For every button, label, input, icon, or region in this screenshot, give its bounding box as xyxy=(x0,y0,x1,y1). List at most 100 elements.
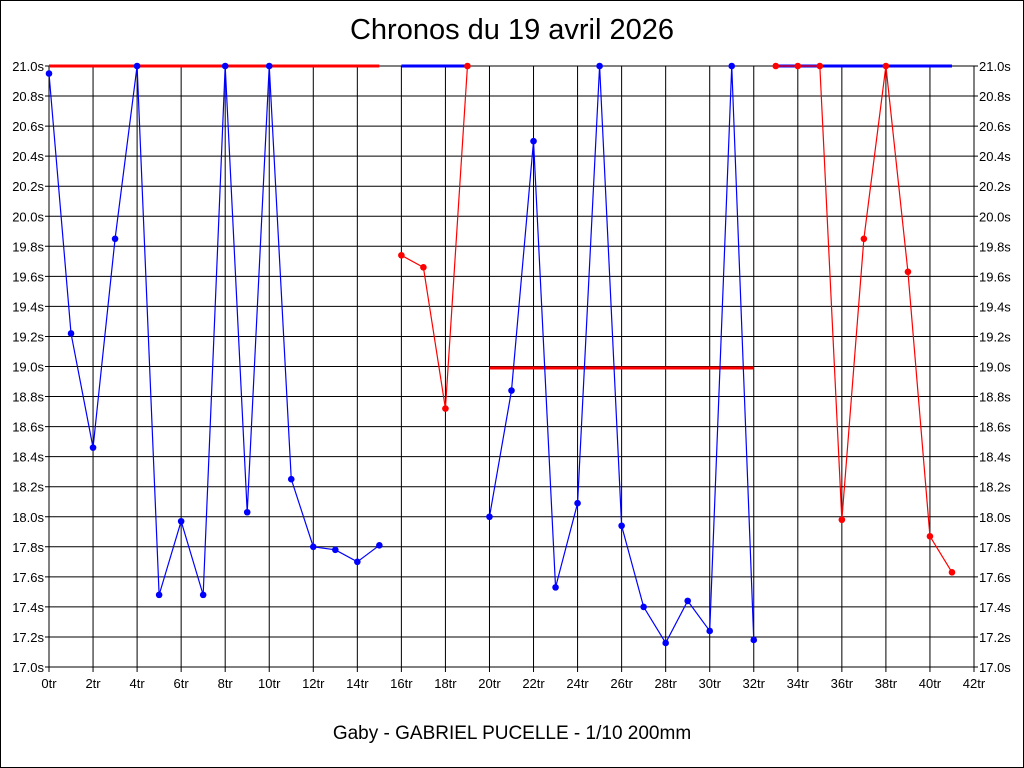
series-1 xyxy=(398,62,471,412)
data-point xyxy=(618,522,625,530)
reference-lines xyxy=(49,64,952,370)
x-tick-label: 40tr xyxy=(919,676,942,691)
series-group xyxy=(45,62,956,647)
data-point xyxy=(133,62,141,70)
data-point xyxy=(728,62,736,70)
chart-title: Chronos du 19 avril 2026 xyxy=(349,14,675,46)
x-tick-label: 0tr xyxy=(41,676,57,691)
y-tick-label: 20.2s xyxy=(12,179,44,194)
y-tick-label: 18.6s xyxy=(12,420,44,435)
y-tick-label: 19.6s xyxy=(12,269,44,284)
data-point xyxy=(816,62,824,70)
y-tick-label-right: 18.8s xyxy=(979,390,1011,405)
y-tick-label-right: 20.0s xyxy=(979,209,1011,224)
y-tick-label-right: 19.8s xyxy=(979,239,1011,254)
y-tick-label-right: 17.8s xyxy=(979,540,1011,555)
data-point xyxy=(508,387,515,394)
series-line xyxy=(48,65,380,596)
data-point xyxy=(486,513,493,521)
data-point xyxy=(398,252,405,259)
x-tick-label: 6tr xyxy=(174,676,190,691)
y-tick-label: 19.0s xyxy=(12,360,44,375)
y-tick-label: 20.0s xyxy=(12,209,44,224)
x-tick-label: 30tr xyxy=(699,676,722,691)
data-point xyxy=(838,516,846,524)
series-3 xyxy=(772,62,956,576)
data-point xyxy=(530,137,537,145)
data-point xyxy=(111,235,119,243)
series-line xyxy=(401,65,469,409)
y-tick-label-right: 17.4s xyxy=(979,600,1011,615)
y-tick-label: 20.6s xyxy=(12,119,44,134)
x-tick-label: 16tr xyxy=(390,676,413,691)
x-tick-label: 4tr xyxy=(130,676,146,691)
y-tick-label-right: 18.2s xyxy=(979,480,1011,495)
data-point xyxy=(926,532,934,540)
series-2 xyxy=(486,62,758,647)
data-point xyxy=(662,639,669,647)
x-tick-label: 2tr xyxy=(85,676,101,691)
y-tick-label-right: 19.0s xyxy=(979,360,1011,375)
x-tick-label: 38tr xyxy=(875,676,898,691)
data-point xyxy=(552,584,559,591)
x-tick-label: 42tr xyxy=(963,676,986,691)
data-point xyxy=(89,444,97,451)
y-tick-label-right: 20.8s xyxy=(979,89,1011,104)
data-point xyxy=(684,597,691,605)
x-tick-label: 20tr xyxy=(478,676,501,691)
y-tick-label: 18.0s xyxy=(12,510,44,525)
data-point xyxy=(309,543,317,551)
y-tick-label-right: 17.6s xyxy=(979,570,1011,585)
x-tick-label: 18tr xyxy=(434,676,457,691)
x-tick-label: 26tr xyxy=(610,676,633,691)
data-point xyxy=(265,62,273,70)
y-tick-label-right: 17.0s xyxy=(979,660,1011,675)
data-point xyxy=(464,62,471,70)
x-tick-label: 32tr xyxy=(743,676,766,691)
y-tick-label: 17.4s xyxy=(12,600,44,615)
data-point xyxy=(794,62,802,70)
data-point xyxy=(772,62,780,70)
y-tick-label: 18.2s xyxy=(12,480,44,495)
y-tick-label-right: 19.2s xyxy=(979,329,1011,344)
y-tick-label: 17.8s xyxy=(12,540,44,555)
data-point xyxy=(948,569,956,576)
chart-subtitle: Gaby - GABRIEL PUCELLE - 1/10 200mm xyxy=(332,723,692,744)
data-point xyxy=(596,62,603,70)
data-point xyxy=(287,475,295,483)
y-tick-labels-right: 17.0s 17.2s 17.4s 17.6s 17.8s 18.0s 18.2s 18.4s… xyxy=(979,59,1011,675)
y-tick-label: 21.0s xyxy=(12,59,44,74)
data-point xyxy=(332,546,339,554)
data-point xyxy=(882,62,890,70)
y-tick-label-right: 20.4s xyxy=(979,149,1011,164)
y-tick-label-right: 21.0s xyxy=(979,59,1011,74)
y-tick-label-right: 20.6s xyxy=(979,119,1011,134)
x-tick-label: 8tr xyxy=(218,676,234,691)
x-tick-label: 10tr xyxy=(258,676,281,691)
y-tick-label: 18.8s xyxy=(12,390,44,405)
data-point xyxy=(376,541,383,549)
y-tick-label: 17.2s xyxy=(12,630,44,645)
data-point xyxy=(640,603,647,611)
y-tick-label: 17.6s xyxy=(12,570,44,585)
y-tick-label-right: 19.6s xyxy=(979,269,1011,284)
x-tick-labels: 0tr 2tr 4tr 6tr 8tr 10tr 12tr 14tr 16tr 18tr 20tr 2… xyxy=(41,676,985,691)
data-point xyxy=(860,235,868,243)
data-point xyxy=(199,591,207,599)
data-point xyxy=(904,268,912,276)
x-tick-label: 24tr xyxy=(566,676,589,691)
x-tick-label: 14tr xyxy=(346,676,369,691)
y-tick-labels-left: 17.0s 17.2s 17.4s 17.6s 17.8s 18.0s 18.2s 18.4s… xyxy=(12,59,44,675)
y-tick-label: 17.0s xyxy=(12,660,44,675)
data-point xyxy=(354,558,361,566)
y-tick-label-right: 18.0s xyxy=(979,510,1011,525)
x-tick-label: 34tr xyxy=(787,676,810,691)
data-point xyxy=(155,591,163,599)
y-tick-label: 20.8s xyxy=(12,89,44,104)
y-tick-label: 19.4s xyxy=(12,299,44,314)
y-tick-label-right: 20.2s xyxy=(979,179,1011,194)
data-point xyxy=(420,264,427,271)
data-point xyxy=(243,508,251,516)
data-point xyxy=(177,517,185,525)
